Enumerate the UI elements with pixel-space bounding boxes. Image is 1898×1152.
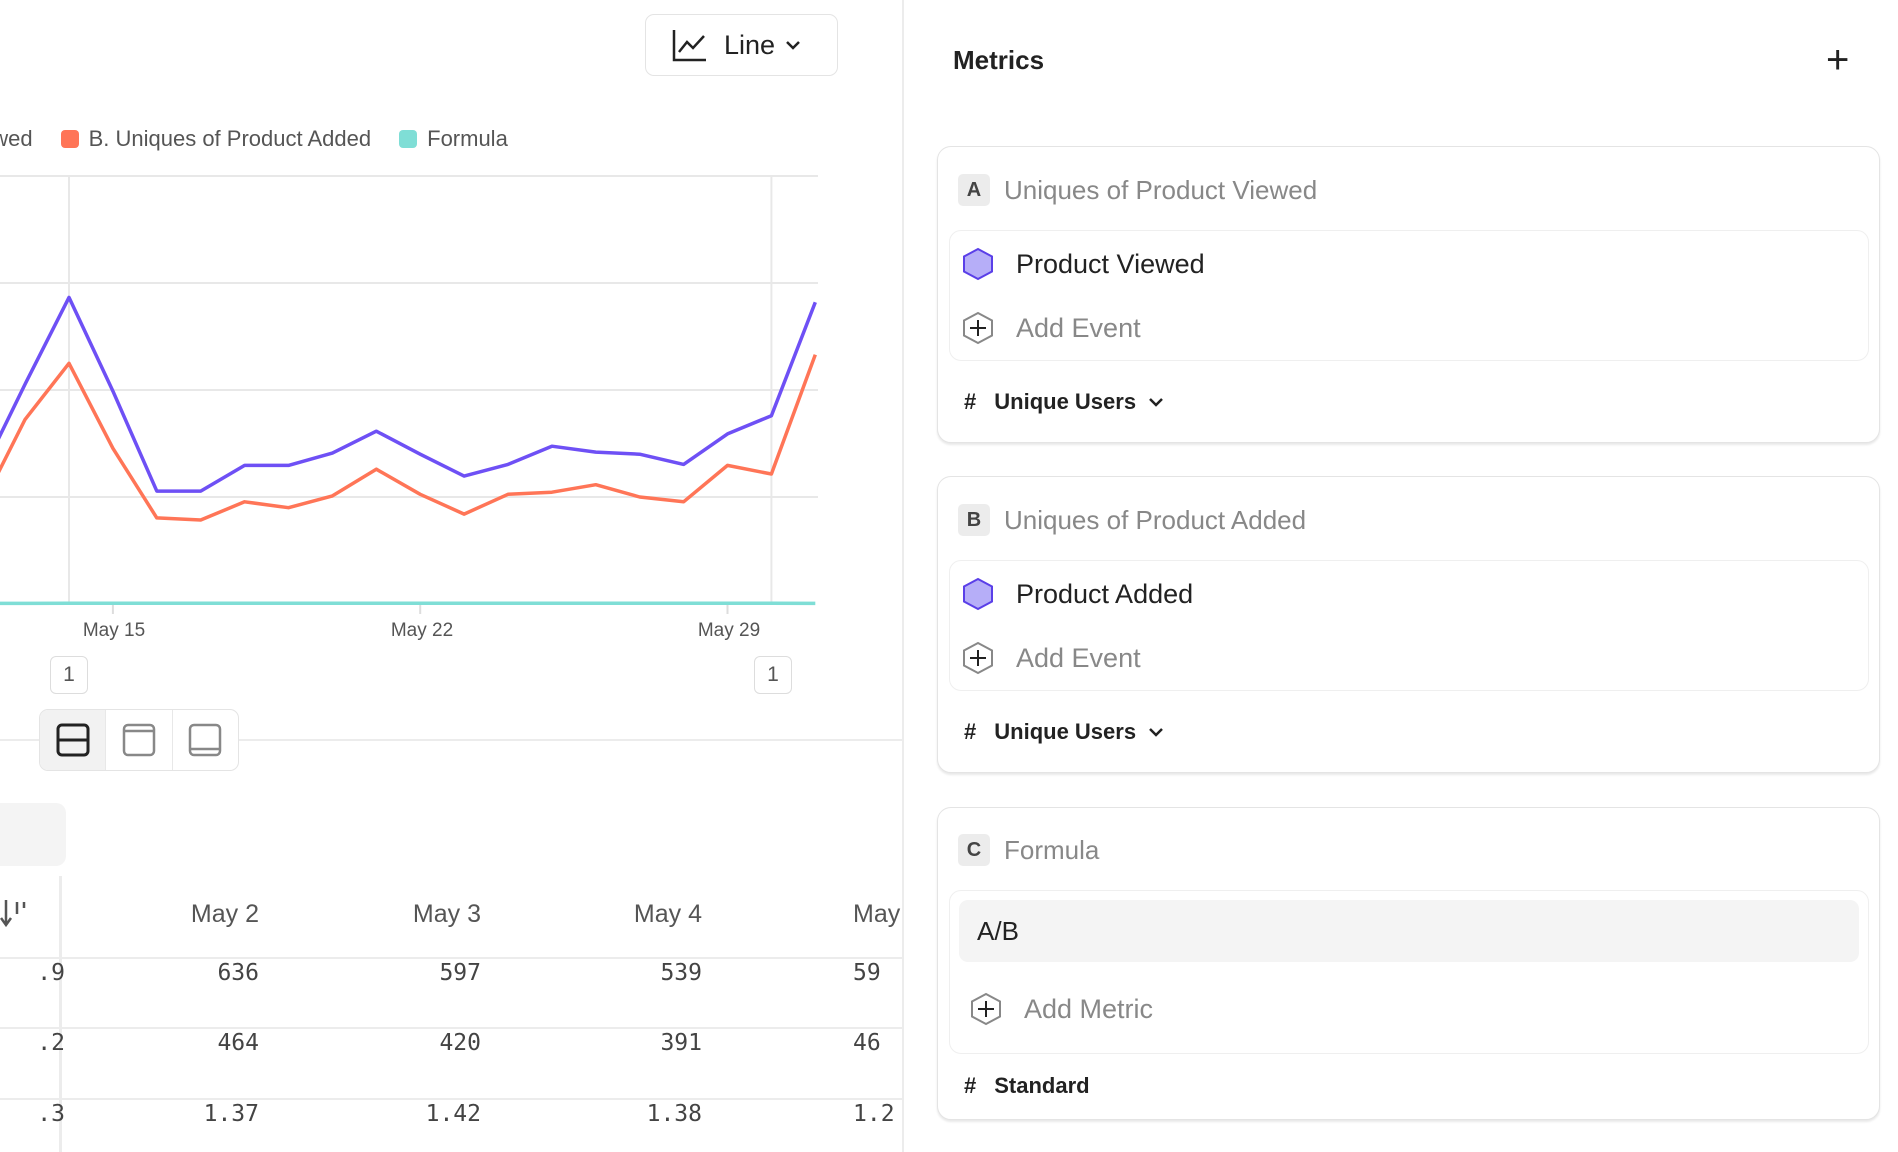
add-hexagon-icon [963, 641, 993, 675]
table-cell: 1.37 [203, 1101, 259, 1127]
line-chart-icon [672, 30, 706, 62]
column-header[interactable]: May 3 [412, 900, 481, 928]
event-hexagon-icon [963, 247, 993, 281]
add-event-button[interactable]: Add Event [962, 641, 1141, 675]
table-cell: 597 [439, 960, 481, 986]
formula-editor: A/B Add Metric [949, 890, 1869, 1054]
metric-title[interactable]: Uniques of Product Viewed [1004, 175, 1318, 205]
table-cell: 464 [217, 1030, 259, 1056]
metric-card-b: B Uniques of Product Added Product Added… [937, 476, 1880, 773]
add-metric-label: Add Metric [1024, 993, 1154, 1024]
table-cell: 539 [660, 960, 702, 986]
metric-letter-badge: B [958, 504, 990, 536]
chevron-down-icon [1149, 728, 1163, 737]
event-name: Product Added [1016, 578, 1194, 609]
column-header[interactable]: May 4 [633, 900, 702, 928]
annotation-marker[interactable]: 1 [50, 656, 88, 694]
add-event-button[interactable]: Add Event [962, 311, 1141, 345]
pane-divider[interactable] [902, 0, 904, 1152]
table-cell: 420 [439, 1030, 481, 1056]
add-hexagon-icon [971, 992, 1001, 1026]
table-cell: 1.38 [646, 1101, 702, 1127]
metric-card-a: A Uniques of Product Viewed Product View… [937, 146, 1880, 443]
layout-top-icon [122, 723, 156, 757]
series-line-a [0, 295, 817, 493]
hash-icon: # [964, 389, 977, 414]
metric-letter-badge: A [958, 174, 990, 206]
event-list: Product Added Add Event [949, 560, 1869, 691]
layout-toggle-group [39, 709, 239, 771]
metric-card-c: C Formula A/B Add Metric # Standard [937, 807, 1880, 1120]
legend-item-formula[interactable]: Formula [399, 126, 508, 152]
event-name: Product Viewed [1016, 248, 1205, 279]
table-column-divider [59, 876, 62, 1152]
x-tick-label: May 29 [697, 620, 761, 641]
legend-swatch [60, 130, 79, 148]
add-event-label: Add Event [1016, 312, 1141, 343]
table-cell: 1.2 [853, 1101, 895, 1127]
add-hexagon-icon [963, 311, 993, 345]
event-hexagon-icon [963, 577, 993, 611]
line-chart [0, 175, 818, 614]
table-cell: 46 [853, 1030, 881, 1056]
annotation-marker[interactable]: 1 [754, 656, 792, 694]
sort-icon[interactable] [0, 898, 28, 928]
row-divider [0, 1027, 903, 1029]
measure-dropdown[interactable]: # Unique Users [964, 389, 1164, 415]
layout-split-icon [56, 723, 90, 757]
section-divider [0, 739, 903, 741]
event-row[interactable]: Product Added [962, 577, 1193, 611]
measure-dropdown[interactable]: # Unique Users [964, 719, 1164, 745]
metric-title[interactable]: Formula [1004, 835, 1100, 865]
metric-letter-badge: C [958, 834, 990, 866]
chevron-down-icon [1149, 398, 1163, 407]
legend-swatch [399, 130, 418, 148]
event-row[interactable]: Product Viewed [962, 247, 1205, 281]
layout-split-button[interactable] [40, 710, 107, 770]
measure-label: Unique Users [994, 719, 1137, 744]
measure-label: Unique Users [994, 389, 1137, 414]
formula-input[interactable]: A/B [959, 900, 1859, 962]
table-cell: 1.42 [425, 1101, 481, 1127]
add-metric-button[interactable]: Add Metric [970, 992, 1153, 1026]
layout-table-only-button[interactable] [173, 710, 238, 770]
table-cell: 59 [853, 960, 881, 986]
chart-type-label: Line [724, 29, 776, 60]
row-divider [0, 1098, 903, 1100]
column-header[interactable]: May [853, 900, 901, 928]
legend-item-b[interactable]: B. Uniques of Product Added [60, 126, 371, 152]
row-divider [0, 957, 903, 959]
hash-icon: # [964, 719, 977, 744]
add-metric-plus-icon[interactable]: + [1826, 38, 1850, 82]
chart-type-dropdown[interactable]: Line [645, 14, 838, 76]
table-cell: .2 [37, 1030, 65, 1056]
table-cell: .9 [37, 960, 65, 986]
layout-chart-only-button[interactable] [106, 710, 173, 770]
measure-label: Standard [994, 1073, 1090, 1098]
hash-icon: # [964, 1073, 977, 1098]
table-cell: 636 [217, 960, 259, 986]
chevron-down-icon [786, 41, 800, 50]
legend-item-a[interactable]: ewed [0, 126, 33, 151]
metric-title[interactable]: Uniques of Product Added [1004, 505, 1307, 535]
event-list: Product Viewed Add Event [949, 230, 1869, 361]
series-line-b [0, 354, 817, 522]
layout-bottom-icon [189, 723, 222, 757]
table-cell: 391 [660, 1030, 702, 1056]
chart-legend: ewed B. Uniques of Product Added Formula [0, 126, 522, 152]
column-header[interactable]: May 2 [190, 900, 259, 928]
x-tick-label: May 15 [82, 620, 146, 641]
chart-pane: Line ewed B. Uniques of Product Added Fo… [0, 0, 903, 1152]
table-search-box[interactable] [0, 803, 66, 866]
x-tick-label: May 22 [390, 620, 454, 641]
measure-type[interactable]: # Standard [964, 1073, 1090, 1099]
metrics-title: Metrics [953, 45, 1045, 75]
add-event-label: Add Event [1016, 642, 1141, 673]
table-cell: .3 [37, 1101, 65, 1127]
